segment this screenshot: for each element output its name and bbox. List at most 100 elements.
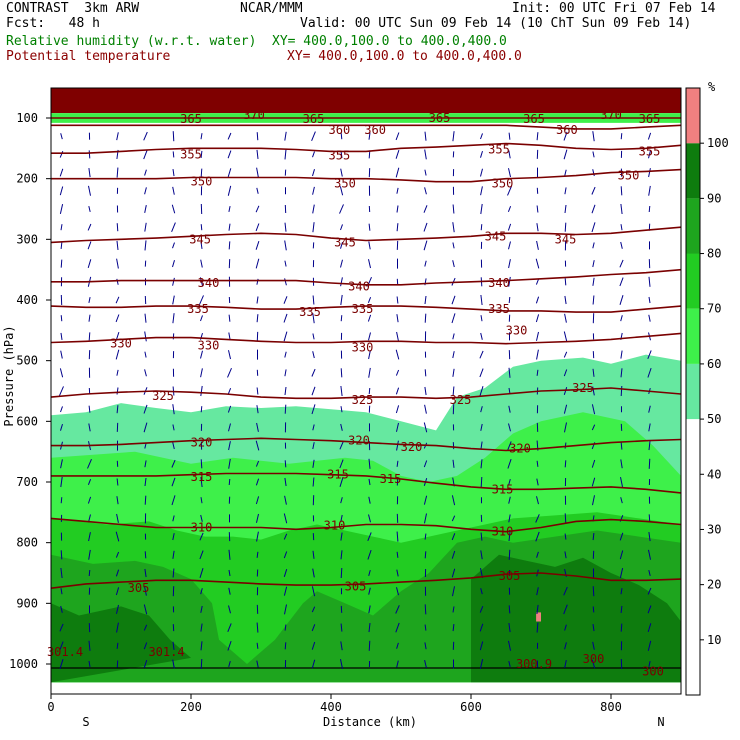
wind-vector — [60, 133, 63, 140]
wind-vector — [368, 605, 371, 614]
wind-vector — [452, 351, 455, 359]
wind-vector — [312, 477, 315, 487]
wind-vector — [368, 569, 371, 577]
wind-vector — [396, 460, 399, 467]
wind-vector — [508, 514, 511, 523]
wind-vector — [480, 168, 483, 177]
wind-vector — [311, 386, 316, 396]
x-tick-label: 400 — [320, 700, 342, 714]
theta-contour-360 — [51, 124, 681, 130]
wind-vector — [340, 623, 343, 632]
wind-vector — [340, 641, 343, 651]
wind-vector — [508, 496, 511, 504]
wind-vector — [172, 151, 175, 158]
wind-vector — [423, 222, 428, 232]
wind-vector — [424, 533, 427, 540]
wind-vector — [592, 242, 595, 249]
theta-label: 325 — [352, 393, 374, 407]
wind-vector — [536, 369, 539, 376]
wind-vector — [312, 313, 315, 324]
wind-vector — [256, 642, 259, 649]
wind-vector — [452, 222, 455, 233]
wind-vector — [648, 532, 651, 542]
wind-vector — [200, 350, 203, 359]
x-tick-label: 600 — [460, 700, 482, 714]
theta-field-label: Potential temperature — [6, 49, 171, 64]
colorbar: 10 20 30 40 50 60 70 80 90 100% — [685, 80, 729, 696]
y-tick-label: 500 — [16, 354, 38, 368]
wind-vector — [312, 550, 315, 559]
wind-vector — [563, 387, 568, 395]
wind-vector — [508, 423, 511, 432]
x-axis-label: Distance (km) — [323, 715, 417, 729]
wind-vector — [648, 405, 651, 413]
wind-vector — [536, 205, 539, 213]
wind-vector — [368, 332, 371, 341]
wind-vector — [396, 551, 399, 558]
wind-vector — [116, 496, 119, 505]
wind-vector — [228, 314, 231, 322]
wind-vector — [536, 622, 539, 633]
wind-vector — [200, 605, 203, 613]
wind-vector — [172, 659, 175, 669]
wind-vector — [368, 496, 371, 504]
wind-vector — [116, 223, 119, 232]
axis-layer: 100 200 300 400 500 600 700 800 900 1000 0 200 400 60… — [9, 111, 622, 714]
colorbar-tick-label: 90 — [707, 191, 721, 205]
y-tick-label: 800 — [16, 536, 38, 550]
wind-vector — [451, 313, 456, 324]
y-tick-label: 400 — [16, 293, 38, 307]
wind-vector — [283, 331, 288, 342]
wind-vector — [171, 459, 176, 468]
wind-vector — [340, 550, 343, 560]
wind-vector — [284, 240, 287, 251]
theta-label: 330 — [352, 340, 374, 354]
wind-vector — [228, 223, 231, 231]
theta-contour-layer — [51, 117, 681, 589]
wind-vector — [507, 441, 512, 450]
wind-vector — [59, 386, 64, 396]
wind-vector — [564, 460, 567, 468]
y-tick-label: 300 — [16, 232, 38, 246]
wind-vector — [200, 406, 203, 413]
wind-vector — [200, 168, 203, 177]
wind-vector — [424, 260, 427, 267]
wind-vector — [620, 241, 623, 249]
wind-vector — [228, 241, 231, 250]
wind-vector — [479, 386, 484, 396]
colorbar-tick-label: 40 — [707, 467, 721, 481]
wind-vector — [116, 167, 119, 178]
wind-vector — [199, 550, 204, 560]
humidity-fill-90-west — [51, 603, 191, 683]
theta-label: 365 — [303, 112, 325, 126]
wind-vector — [59, 368, 64, 378]
theta-label: 330 — [198, 339, 220, 353]
wind-vector — [87, 259, 92, 269]
wind-vector — [143, 149, 148, 160]
wind-vector — [339, 186, 344, 196]
wind-vector — [311, 641, 316, 650]
wind-vector — [88, 332, 91, 341]
theta-contour-305 — [51, 572, 681, 589]
wind-vector — [452, 624, 455, 632]
wind-vector — [508, 623, 511, 633]
wind-vector — [228, 605, 231, 614]
wind-vector — [564, 442, 567, 449]
wind-vector — [647, 132, 652, 140]
wind-vector — [424, 131, 427, 141]
wind-vector — [620, 459, 623, 469]
wind-vector — [592, 586, 595, 597]
wind-vector — [200, 459, 203, 469]
wind-vector — [284, 386, 287, 396]
theta-contour-330 — [51, 332, 681, 345]
wind-vector — [480, 150, 483, 158]
wind-vector — [88, 640, 91, 651]
wind-vector — [648, 185, 651, 196]
colorbar-segment — [686, 584, 700, 640]
wind-vector — [368, 387, 371, 395]
wind-vector — [396, 660, 399, 668]
theta-label: 350 — [618, 169, 640, 183]
wind-vector — [144, 222, 147, 232]
wind-vector — [647, 605, 652, 614]
wind-vector — [368, 514, 371, 523]
